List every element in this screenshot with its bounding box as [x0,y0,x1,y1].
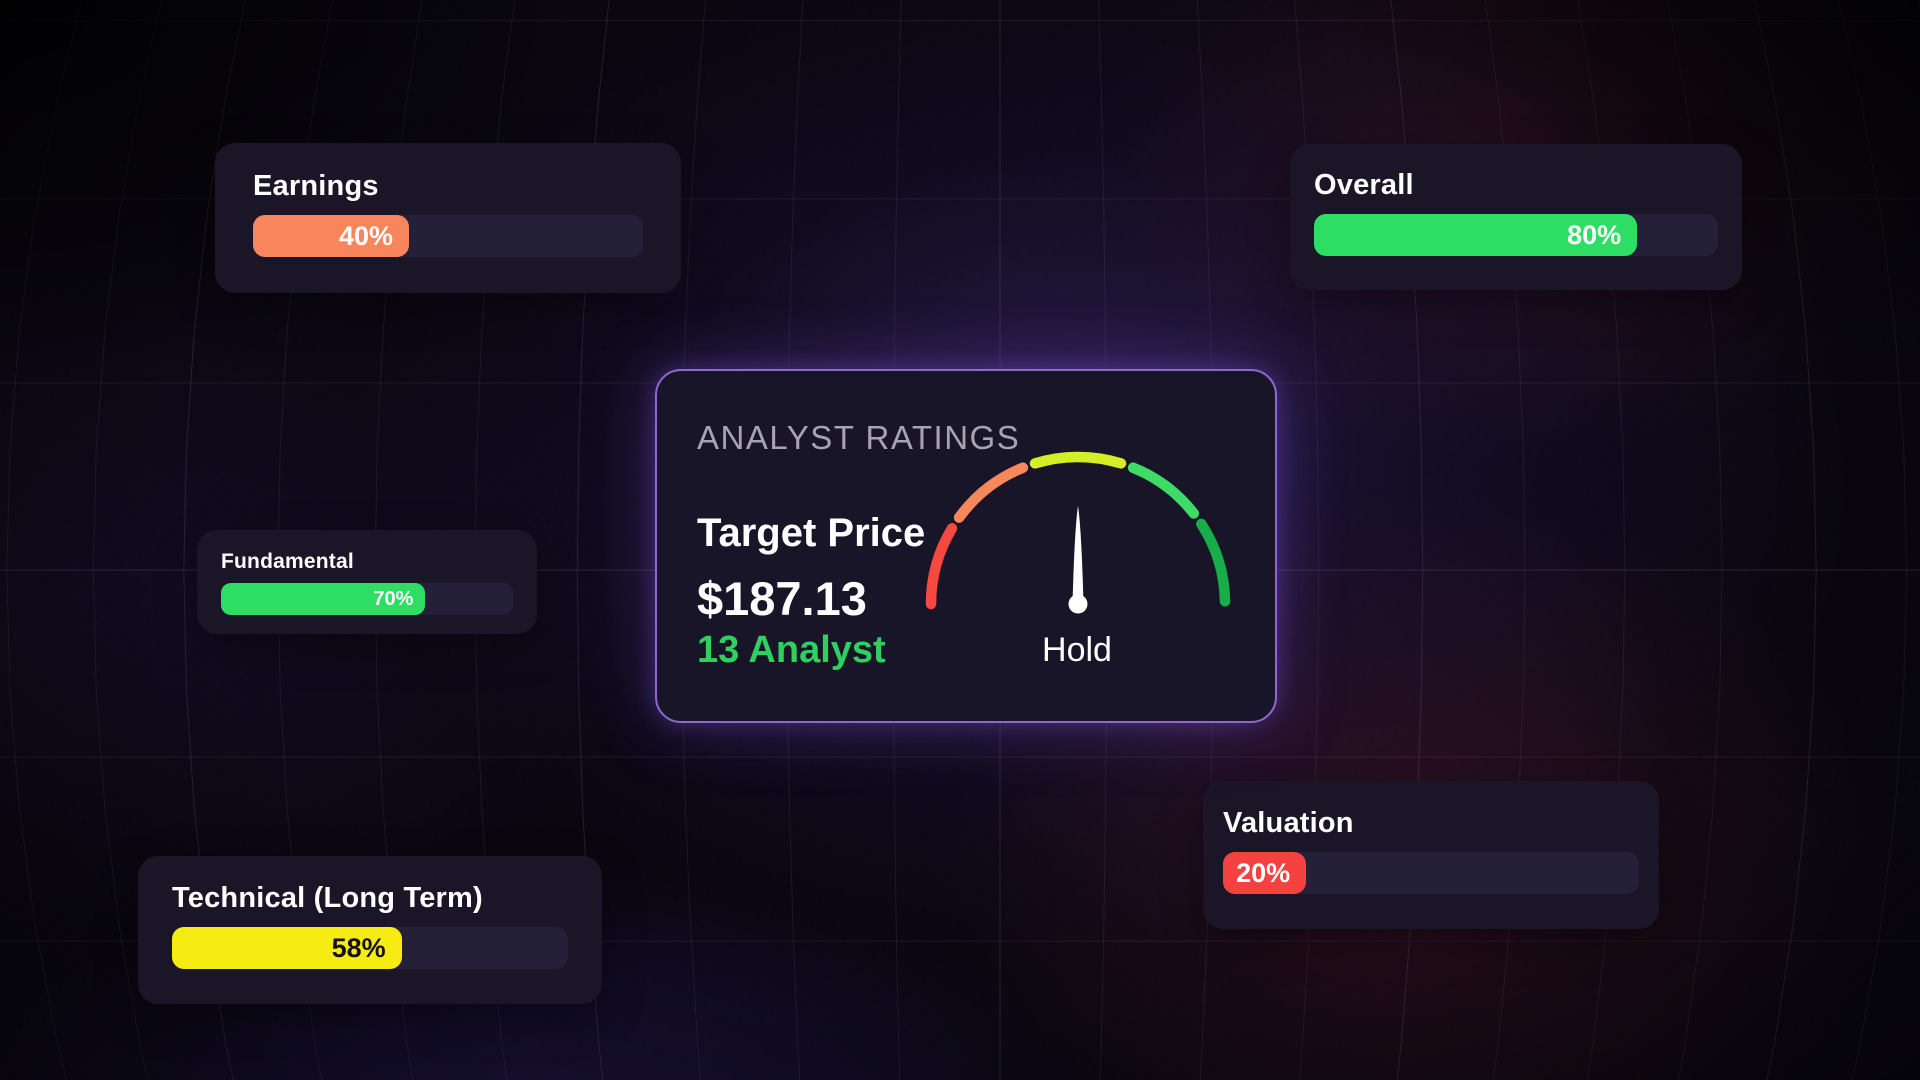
gauge-needle [1068,506,1088,614]
gauge-segment-buy [1127,462,1200,519]
overall-title: Overall [1314,169,1414,201]
rating-value: Hold [1042,631,1112,669]
overall-progress-track: 80% [1314,214,1718,256]
fundamental-card: Fundamental 70% [197,530,537,634]
technical-long-term-card: Technical (Long Term) 58% [138,856,602,1004]
fundamental-title: Fundamental [221,550,354,573]
target-price-value: $187.13 [697,572,867,625]
valuation-progress-value: 20% [1236,857,1291,888]
overall-progress-fill: 80% [1314,214,1638,256]
technical-progress-value: 58% [331,932,386,963]
valuation-card: Valuation 20% [1203,781,1659,929]
gauge-segment-strong-sell [925,523,958,610]
overall-progress-value: 80% [1567,219,1622,250]
technical-progress-fill: 58% [172,927,402,969]
overall-card: Overall 80% [1290,144,1742,290]
fundamental-progress-fill: 70% [221,583,426,615]
valuation-progress-track: 20% [1223,852,1639,894]
earnings-progress-value: 40% [338,220,393,251]
fundamental-progress-track: 70% [221,583,513,615]
valuation-progress-fill: 20% [1223,852,1307,894]
analyst-ratings-card: ANALYST RATINGS Target Price $187.13 13 … [655,369,1277,723]
fundamental-progress-value: 70% [373,587,414,610]
target-price-label: Target Price [697,511,926,555]
technical-progress-track: 58% [172,927,568,969]
gauge-segment-strong-buy [1196,518,1231,607]
gauge-segment-hold [1029,451,1127,469]
earnings-progress-track: 40% [253,215,643,257]
technical-title: Technical (Long Term) [172,882,483,914]
earnings-title: Earnings [253,170,379,202]
analyst-ratings-heading: ANALYST RATINGS [697,419,1021,456]
earnings-progress-fill: 40% [253,215,409,257]
analyst-count: 13 Analyst [697,629,886,671]
gauge-segment-sell [953,462,1029,523]
valuation-title: Valuation [1223,807,1354,839]
earnings-card: Earnings 40% [215,143,681,293]
